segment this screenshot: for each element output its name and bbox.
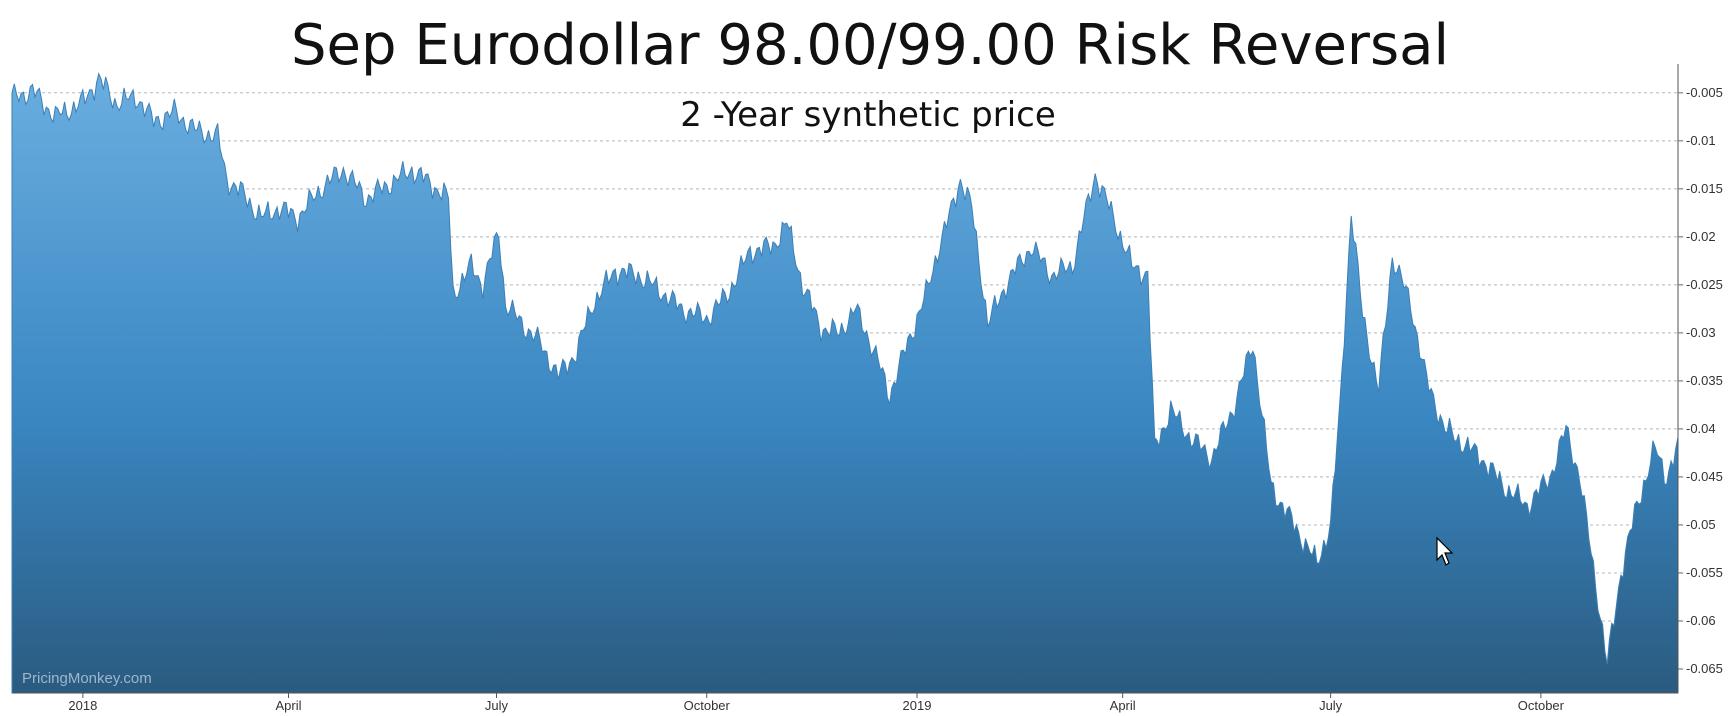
x-tick-label: April [276, 698, 302, 713]
axes [12, 64, 1679, 694]
x-tick-label: 2018 [68, 698, 97, 713]
chart-subtitle: 2 -Year synthetic price [680, 95, 1056, 135]
y-tick-label: -0.025 [1686, 277, 1723, 292]
y-tick-label: -0.065 [1686, 661, 1723, 676]
y-tick-label: -0.005 [1686, 85, 1723, 100]
y-tick-label: -0.01 [1686, 133, 1716, 148]
y-tick-label: -0.03 [1686, 325, 1716, 340]
y-tick-label: -0.055 [1686, 565, 1723, 580]
y-tick-label: -0.05 [1686, 517, 1716, 532]
y-tick-label: -0.045 [1686, 469, 1723, 484]
area-series [11, 72, 1679, 694]
x-axis-ticks: 2018 April July October 2019 April July October [68, 693, 1565, 713]
y-axis-ticks: -0.005 -0.01 -0.015 -0.02 -0.025 -0.03 -0.035 -… [1678, 85, 1723, 676]
x-tick-label: October [1518, 698, 1565, 713]
x-tick-label: July [485, 698, 509, 713]
chart-title: Sep Eurodollar 98.00/99.00 Risk Reversal [291, 13, 1449, 78]
x-tick-label: 2019 [903, 698, 932, 713]
x-tick-label: April [1110, 698, 1136, 713]
y-tick-label: -0.04 [1686, 421, 1716, 436]
mouse-cursor-icon [1436, 536, 1454, 566]
y-tick-label: -0.035 [1686, 373, 1723, 388]
y-tick-label: -0.06 [1686, 613, 1716, 628]
x-tick-label: July [1319, 698, 1343, 713]
y-tick-label: -0.015 [1686, 181, 1723, 196]
watermark-text: PricingMonkey.com [22, 670, 152, 687]
y-tick-label: -0.02 [1686, 229, 1716, 244]
x-tick-label: October [684, 698, 731, 713]
